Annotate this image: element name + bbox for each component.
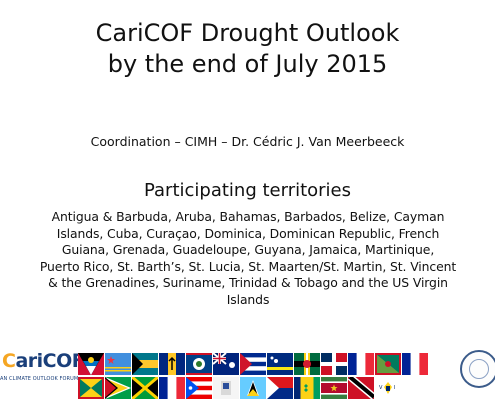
svg-text:V: V — [379, 385, 383, 391]
st-barths-flag-icon — [213, 377, 239, 399]
jamaica-flag-icon — [132, 377, 158, 399]
grenada-flag-icon — [375, 353, 401, 375]
curacao-flag-icon — [267, 353, 293, 375]
trinidad-tobago-flag-icon — [348, 377, 374, 399]
title-line-2: by the end of July 2015 — [107, 50, 388, 78]
territories-line: & the Grenadines, Suriname, Trinidad & T… — [48, 275, 448, 291]
logo-text-suffix: COF — [42, 350, 85, 372]
territories-line: Puerto Rico, St. Barth’s, St. Lucia, St.… — [39, 258, 457, 274]
logo-text-prefix: ari — [15, 350, 43, 372]
martinique-flag-icon — [159, 377, 185, 399]
territories-line: Guiana, Grenada, Guadeloupe, Guyana, Jam… — [61, 242, 435, 258]
st-maarten-flag-icon — [267, 377, 293, 399]
antigua-flag-icon — [78, 353, 104, 375]
territories-line: Islands, Cuba, Curaçao, Dominica, Domini… — [56, 225, 440, 241]
bahamas-flag-icon — [132, 353, 158, 375]
slide-title: CariCOF Drought Outlook by the end of Ju… — [0, 18, 495, 80]
logo-letter-c: C — [2, 350, 16, 372]
st-lucia-flag-icon — [240, 377, 266, 399]
suriname-flag-icon — [321, 377, 347, 399]
coordination-text: Coordination – CIMH – Dr. Cédric J. Van … — [90, 134, 405, 149]
st-vincent-flag-icon — [294, 377, 320, 399]
territories-list: Antigua & Barbuda, Aruba, Bahamas, Barba… — [28, 209, 468, 309]
caricof-logo-text: CariCOF — [2, 350, 85, 372]
caricof-logo-subtitle: AN CLIMATE OUTLOOK FORUM — [0, 376, 79, 382]
us-virgin-islands-flag-icon: V I — [375, 377, 401, 399]
svg-text:I: I — [394, 385, 395, 391]
dominican-republic-flag-icon — [321, 353, 347, 375]
cayman-flag-icon — [213, 353, 239, 375]
grenada-bottom-flag-icon — [78, 377, 104, 399]
guadeloupe-flag-icon — [402, 353, 428, 375]
caricof-logo: CariCOF AN CLIMATE OUTLOOK FORUM — [0, 350, 85, 390]
guyana-flag-icon — [105, 377, 131, 399]
cuba-flag-icon — [240, 353, 266, 375]
cimh-seal-icon — [460, 350, 495, 388]
barbados-flag-icon — [159, 353, 185, 375]
aruba-flag-icon — [105, 353, 131, 375]
dominica-flag-icon — [294, 353, 320, 375]
french-guiana-flag-icon — [348, 353, 374, 375]
territories-line: Islands — [226, 291, 270, 307]
flags-strip: V I — [78, 351, 433, 400]
participating-heading: Participating territories — [143, 180, 352, 201]
belize-flag-icon — [186, 353, 212, 375]
title-line-1: CariCOF Drought Outlook — [95, 19, 400, 47]
territories-line: Antigua & Barbuda, Aruba, Bahamas, Barba… — [51, 209, 445, 224]
puerto-rico-flag-icon — [186, 377, 212, 399]
